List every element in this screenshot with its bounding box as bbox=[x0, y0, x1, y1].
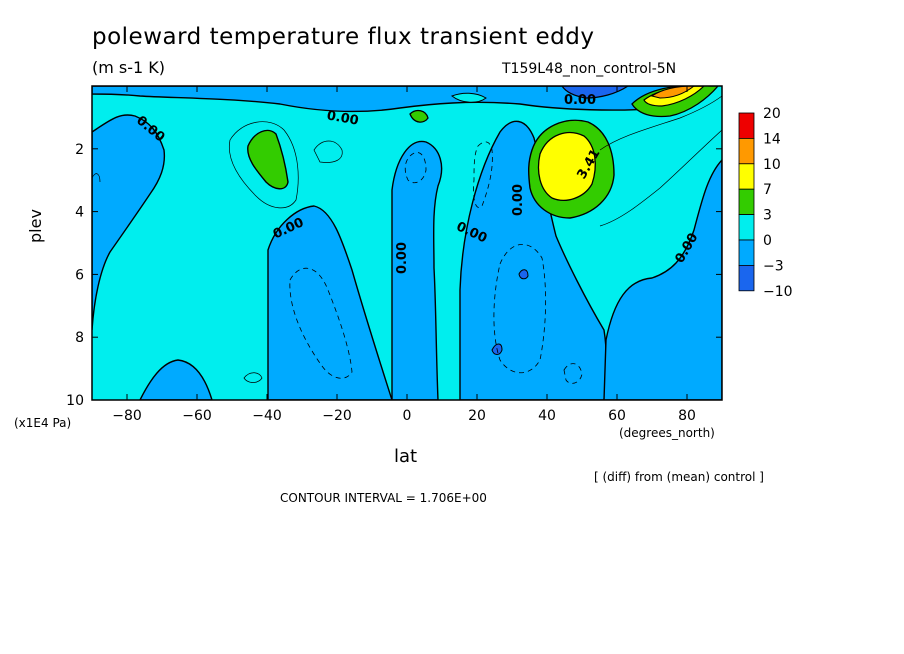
colorbar-swatch bbox=[738, 137, 755, 165]
negative-region-equator bbox=[391, 140, 443, 400]
x-tick-label: 20 bbox=[468, 408, 486, 424]
thin-contour-edge bbox=[92, 173, 101, 183]
x-axis-ticks: −80 −60 −40 −20 0 20 40 60 80 bbox=[112, 86, 696, 424]
chart-units: (m s-1 K) bbox=[92, 58, 166, 77]
positive-region-west-green bbox=[247, 129, 289, 190]
colorbar-swatch bbox=[738, 112, 755, 139]
negative-region-north-polar bbox=[603, 158, 722, 400]
x-tick-label: −40 bbox=[252, 408, 282, 424]
x-axis-unit: (degrees_north) bbox=[619, 426, 715, 440]
x-tick-label: −80 bbox=[112, 408, 142, 424]
thin-contour-west-surface bbox=[243, 372, 263, 383]
colorbar-level-label: 10 bbox=[763, 157, 781, 173]
thin-contour-west-small bbox=[313, 140, 343, 163]
negative-region-top-dark bbox=[561, 86, 630, 99]
colorbar-level-label: −3 bbox=[763, 258, 784, 274]
y-tick-label: 4 bbox=[75, 205, 84, 221]
colorbar-swatch bbox=[738, 188, 755, 215]
colorbar-swatch bbox=[738, 214, 755, 241]
y-tick-label: 8 bbox=[75, 330, 84, 346]
dataset-name: T159L48_non_control-5N bbox=[502, 61, 677, 77]
y-axis-unit: (x1E4 Pa) bbox=[14, 416, 72, 430]
negative-region-southwest bbox=[92, 114, 166, 331]
negative-pocket-mid-1 bbox=[518, 269, 529, 280]
x-tick-label: 0 bbox=[403, 408, 412, 424]
positive-region-north-yellow bbox=[537, 131, 596, 201]
colorbar: 20 14 10 7 3 0 −3 −10 bbox=[738, 106, 793, 300]
colorbar-level-label: 20 bbox=[763, 106, 781, 122]
x-tick-label: 60 bbox=[608, 408, 626, 424]
contour-label: 0.00 bbox=[564, 93, 596, 108]
thin-contour-east bbox=[599, 95, 722, 227]
chart-title: poleward temperature flux transient eddy bbox=[92, 24, 595, 50]
contour-fill-regions bbox=[92, 86, 722, 400]
dashed-contour-1 bbox=[289, 267, 353, 379]
y-tick-label: 10 bbox=[66, 393, 84, 409]
colorbar-level-label: −10 bbox=[763, 284, 793, 300]
dashed-contour-3 bbox=[493, 243, 546, 374]
contour-label: 0.00 bbox=[395, 242, 410, 274]
colorbar-swatch bbox=[738, 163, 755, 190]
colorbar-level-label: 0 bbox=[763, 233, 772, 249]
y-axis-ticks: 2 4 6 8 10 bbox=[66, 142, 722, 409]
negative-region-south-mid bbox=[267, 205, 393, 400]
dashed-contour-4 bbox=[473, 141, 493, 208]
positive-region-top-small bbox=[451, 92, 487, 103]
thin-contours bbox=[92, 95, 722, 383]
x-tick-label: 80 bbox=[678, 408, 696, 424]
negative-region-south-surface bbox=[139, 359, 213, 400]
dashed-contours bbox=[289, 141, 583, 384]
colorbar-level-label: 3 bbox=[763, 208, 772, 224]
contour-label: 0.00 bbox=[511, 184, 526, 216]
contour-interval-note: CONTOUR INTERVAL = 1.706E+00 bbox=[280, 491, 487, 505]
x-tick-label: −60 bbox=[182, 408, 212, 424]
thin-contour-west bbox=[228, 121, 299, 209]
colorbar-swatch bbox=[738, 264, 755, 292]
colorbar-level-label: 7 bbox=[763, 182, 772, 198]
x-tick-label: −20 bbox=[322, 408, 352, 424]
x-axis-label: lat bbox=[394, 446, 418, 467]
contour-label: 0.00 bbox=[326, 108, 360, 128]
y-tick-label: 2 bbox=[75, 142, 84, 158]
x-tick-label: 40 bbox=[538, 408, 556, 424]
colorbar-level-label: 14 bbox=[763, 131, 781, 147]
y-tick-label: 6 bbox=[75, 267, 84, 283]
dashed-contour-2 bbox=[404, 152, 427, 184]
positive-region-small-green bbox=[409, 109, 429, 123]
colorbar-swatch bbox=[738, 239, 755, 266]
diff-annotation: [ (diff) from (mean) control ] bbox=[594, 470, 764, 484]
